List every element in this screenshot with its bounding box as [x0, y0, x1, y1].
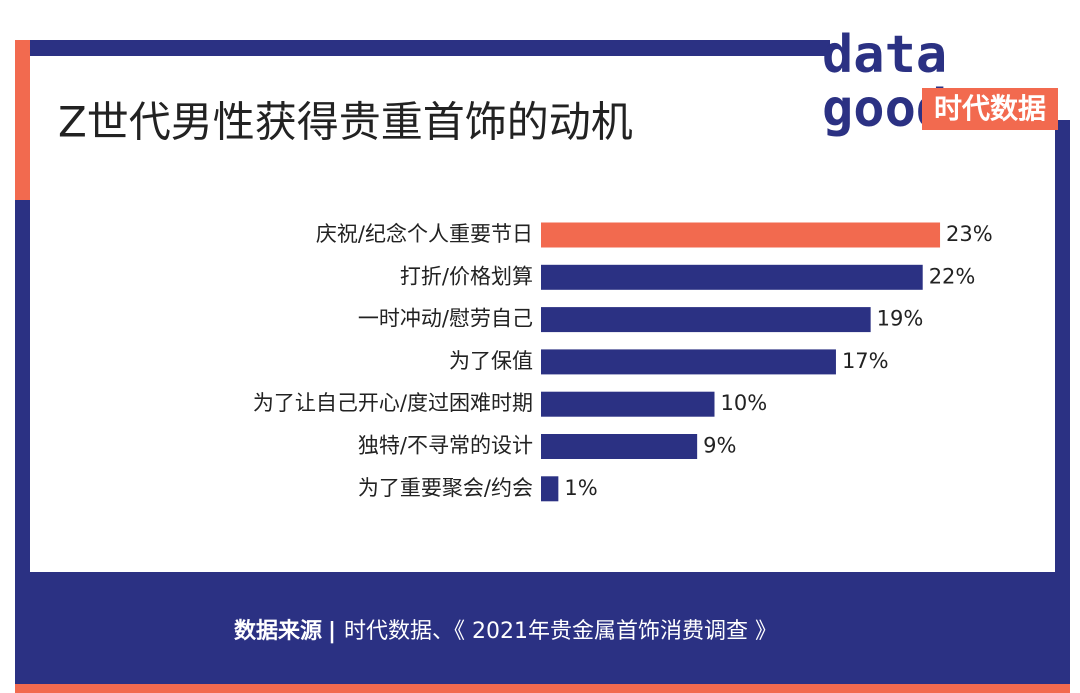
footer-accent: [15, 684, 1070, 693]
bar: [541, 307, 871, 333]
footer-band: [15, 572, 1070, 693]
logo-badge: [922, 88, 1058, 130]
frame-accent: [15, 40, 30, 200]
frame-top: [15, 40, 830, 56]
category-label: 打折/价格划算: [400, 264, 533, 288]
bar: [541, 476, 559, 502]
bar: [541, 391, 715, 417]
value-label: 10%: [721, 391, 768, 415]
value-label: 9%: [703, 434, 736, 458]
category-label: 独特/不寻常的设计: [358, 434, 533, 458]
logo-badge-text: 时代数据: [934, 92, 1046, 125]
bar: [541, 349, 836, 375]
category-label: 为了重要聚会/约会: [358, 476, 533, 500]
logo-data: data: [822, 25, 947, 85]
chart-title: Z世代男性获得贵重首饰的动机: [58, 98, 633, 147]
source-separator: |: [328, 619, 336, 644]
bar: [541, 222, 941, 248]
value-label: 19%: [877, 307, 924, 331]
source-text: 时代数据、《 2021年贵金属首饰消费调查 》: [344, 619, 777, 644]
value-label: 23%: [946, 222, 993, 246]
frame-right: [1055, 120, 1070, 693]
category-label: 为了保值: [449, 349, 533, 373]
value-label: 1%: [564, 476, 597, 500]
bar: [541, 434, 698, 459]
source-label: 数据来源: [234, 618, 322, 644]
value-label: 22%: [929, 264, 976, 288]
value-label: 17%: [842, 349, 889, 373]
category-label: 一时冲动/慰劳自己: [358, 307, 533, 331]
category-label: 庆祝/纪念个人重要节日: [316, 222, 533, 246]
category-label: 为了让自己开心/度过困难时期: [253, 391, 533, 415]
frame-left: [15, 200, 30, 693]
bar: [541, 264, 923, 290]
